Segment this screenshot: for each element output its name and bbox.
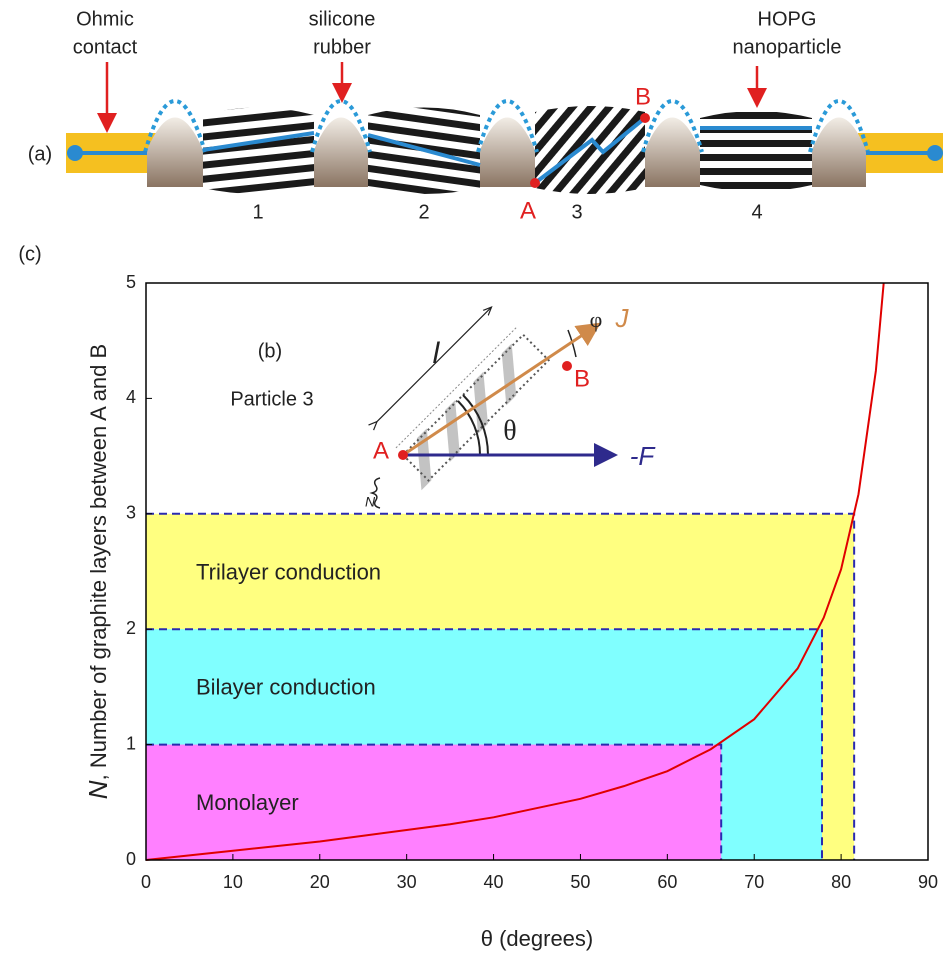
x-tick-label: 0 [141,872,151,892]
x-tick-label: 80 [831,872,851,892]
particle [203,108,314,195]
y-tick-label: 5 [126,272,136,292]
y-tick-label: 0 [126,849,136,869]
x-tick-label: 70 [744,872,764,892]
panel-label: (b) [258,340,282,362]
particle [700,111,812,192]
y-tick-label: 3 [126,503,136,523]
x-tick-label: 10 [223,872,243,892]
particle-number: 3 [571,201,582,223]
x-tick-label: 50 [570,872,590,892]
point-label: A [520,197,536,224]
region-label: Bilayer conduction [196,675,376,700]
y-tick-label: 1 [126,733,136,753]
angle-label: θ [503,415,516,446]
particle [535,106,645,194]
label: nanoparticle [733,36,842,58]
x-tick-label: 60 [657,872,677,892]
x-tick-label: 90 [918,872,938,892]
particle-number: 4 [751,201,762,223]
x-axis-label: θ (degrees) [481,926,594,951]
diagram-a: (a) Ohmic contact silicone rubber HOPG n… [28,8,943,224]
region-label: Monolayer [196,790,299,815]
panel-label: (c) [18,243,41,265]
y-axis-text: , Number of graphite layers between A an… [86,344,111,781]
y-tick-label: 4 [126,387,136,407]
label: Ohmic [76,8,134,30]
length-label: l [433,337,441,370]
diagram-b: (b) Particle 3 l φ J B A θ -F N [230,303,656,510]
layers-label: N [365,494,376,510]
x-tick-label: 30 [397,872,417,892]
y-tick-label: 2 [126,618,136,638]
y-axis-symbol: N [83,780,113,799]
label: contact [73,36,138,58]
inset-title: Particle 3 [230,388,313,410]
point-label: B [635,83,651,110]
point-label: A [373,437,389,464]
figure: (a) Ohmic contact silicone rubber HOPG n… [0,0,943,955]
label: HOPG [758,8,817,30]
label: rubber [313,36,371,58]
x-tick-label: 20 [310,872,330,892]
particle-number: 2 [418,201,429,223]
particle-number: 1 [252,201,263,223]
panel-label: (a) [28,143,52,165]
current-label: J [615,303,630,333]
x-tick-label: 40 [484,872,504,892]
label: silicone [309,8,376,30]
y-axis-label: N, Number of graphite layers between A a… [83,344,113,799]
force-label: -F [630,441,657,471]
point-label: B [574,365,590,392]
angle-label: φ [590,307,603,332]
region-label: Trilayer conduction [196,559,381,584]
